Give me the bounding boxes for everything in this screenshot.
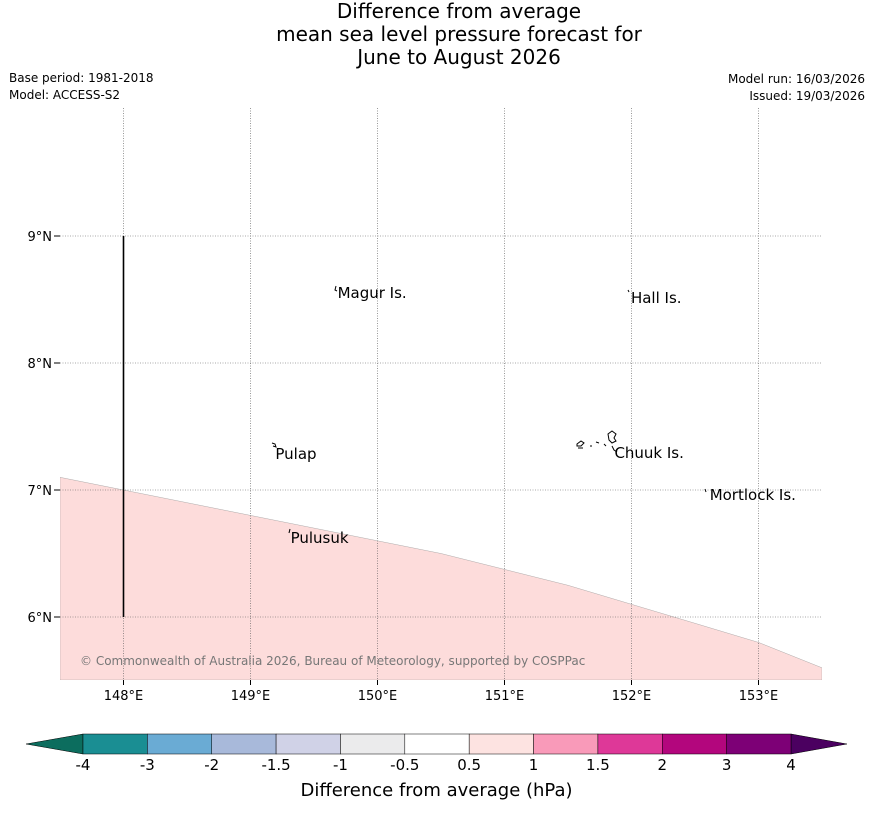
lon-tick-label: 151°E	[485, 689, 525, 704]
place-label: Hall Is.	[631, 289, 682, 307]
lon-tick-label: 148°E	[104, 689, 144, 704]
lat-tick-label: 9°N	[28, 230, 53, 245]
colorbar-tick-label: 1.5	[585, 756, 610, 774]
title-line-1: Difference from average	[336, 0, 582, 23]
islands	[271, 285, 707, 534]
colorbar-swatch	[82, 733, 148, 755]
colorbar-tick-label: -1.5	[261, 756, 291, 774]
model-name: Model: ACCESS-S2	[9, 88, 121, 102]
gridlines	[60, 108, 822, 680]
colorbar-tick-label: 3	[721, 756, 732, 774]
place-label: Mortlock Is.	[710, 486, 796, 504]
lon-tick-label: 149°E	[231, 689, 271, 704]
title-line-2: mean sea level pressure forecast for	[276, 22, 642, 46]
colorbar-swatch	[468, 733, 534, 755]
pulap-island-shape	[271, 442, 277, 448]
colorbar-swatch	[533, 733, 599, 755]
lon-tick-label: 150°E	[358, 689, 398, 704]
colorbar-swatch	[275, 733, 341, 755]
pulusuk-island-shape	[288, 528, 291, 534]
place-label: Chuuk Is.	[614, 444, 683, 462]
colorbar-swatch	[662, 733, 727, 755]
lon-tick-label: 153°E	[739, 689, 779, 704]
colorbar-tick-label: 1	[528, 756, 539, 774]
mortlock-island-shape	[704, 488, 707, 493]
colorbar-swatch	[404, 733, 470, 755]
colorbar-tick-label: 2	[657, 756, 668, 774]
title-line-3: June to August 2026	[357, 45, 561, 69]
colorbar-tick-label: 0.5	[457, 756, 482, 774]
place-label: Magur Is.	[338, 284, 407, 302]
colorbar-over-arrow	[790, 733, 848, 755]
colorbar-tick-label: -1	[332, 756, 348, 774]
colorbar-under-arrow	[25, 733, 84, 755]
lat-tick-label: 7°N	[28, 484, 53, 499]
colorbar-swatch	[211, 733, 277, 755]
hall-island-shape	[627, 289, 630, 293]
lat-tick-label: 6°N	[28, 611, 53, 626]
colorbar-swatch	[597, 733, 663, 755]
copyright-notice: © Commonwealth of Australia 2026, Bureau…	[80, 654, 585, 668]
meta-right: Model run: 16/03/2026 Issued: 19/03/2026	[728, 71, 865, 105]
axis-ticks: 148°E 149°E 150°E 151°E 152°E 153°E 6°N 7°N 8°N 9…	[28, 230, 779, 704]
place-label: Pulap	[275, 445, 316, 463]
lat-tick-label: 8°N	[28, 357, 53, 372]
colorbar-swatch	[340, 733, 406, 755]
colorbar	[25, 733, 848, 755]
place-label: Pulusuk	[291, 529, 349, 547]
colorbar-tick-label: -3	[139, 756, 155, 774]
colorbar-tick-label: 4	[786, 756, 796, 774]
issued-date: Issued: 19/03/2026	[749, 89, 865, 103]
positive-anomaly-region	[60, 477, 822, 680]
colorbar-swatch	[147, 733, 212, 755]
place-labels: Magur Is. Hall Is. Pulap Chuuk Is. Mortlock …	[275, 284, 796, 547]
colorbar-tick-label: -0.5	[390, 756, 420, 774]
meta-left: Base period: 1981-2018 Model: ACCESS-S2	[9, 70, 154, 104]
magur-island-shape	[334, 285, 338, 292]
chart-title: Difference from average mean sea level p…	[0, 0, 873, 69]
shade-layer	[60, 477, 822, 680]
model-run: Model run: 16/03/2026	[727, 72, 865, 86]
chuuk-lagoon-shape	[576, 430, 618, 453]
colorbar-tick-label: -2	[204, 756, 220, 774]
colorbar-tick-label: -4	[75, 756, 91, 774]
base-period: Base period: 1981-2018	[9, 71, 154, 85]
colorbar-title: Difference from average (hPa)	[300, 780, 573, 801]
colorbar-swatch	[726, 733, 792, 755]
lon-tick-label: 152°E	[612, 689, 652, 704]
